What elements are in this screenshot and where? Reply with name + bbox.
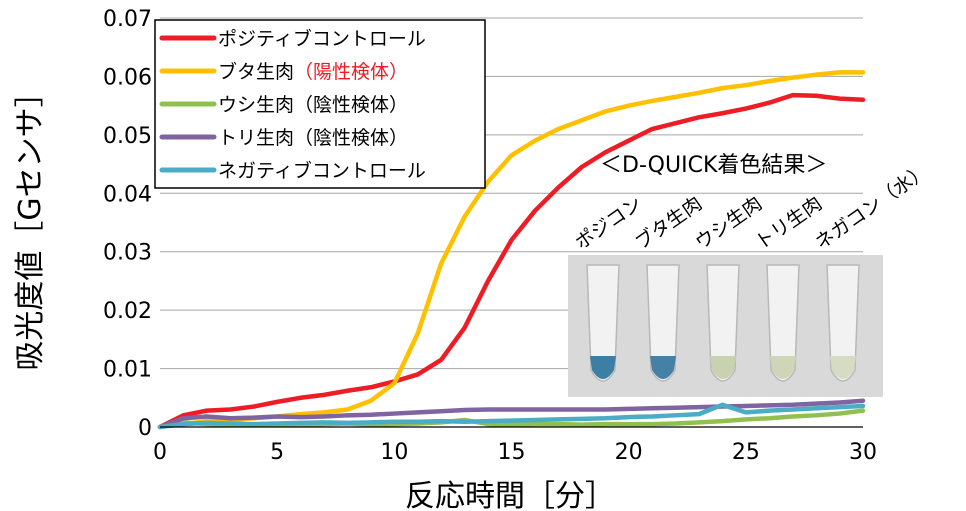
legend-label-0: ポジティブコントロール xyxy=(218,27,426,50)
tube-label-1: ブタ生肉 xyxy=(631,192,706,254)
y-tick-labels: 0 0.01 0.02 0.03 0.04 0.05 0.06 0.07 xyxy=(103,7,152,441)
series-lines xyxy=(157,70,866,430)
y-tick-label-3: 0.03 xyxy=(103,241,152,266)
y-tick-label-0: 0 xyxy=(138,416,152,441)
legend-note-1: （陽性検体） xyxy=(294,61,408,83)
tube-liquid-0 xyxy=(590,356,616,379)
y-tick-label-7: 0.07 xyxy=(103,7,152,32)
x-tick-label-4: 20 xyxy=(615,440,643,465)
tube-2 xyxy=(706,264,740,382)
x-tick-label-0: 0 xyxy=(153,440,167,465)
legend-note-3: （陰性検体） xyxy=(294,127,408,149)
x-tick-labels: 0 5 10 15 20 25 30 xyxy=(153,440,877,465)
x-tick-label-3: 15 xyxy=(498,440,526,465)
x-tick-label-5: 25 xyxy=(732,440,760,465)
tube-0 xyxy=(586,264,620,382)
x-tick-label-2: 10 xyxy=(380,440,408,465)
legend-note-2: （陰性検体） xyxy=(294,94,408,116)
tube-label-2: ウシ生肉 xyxy=(691,192,766,254)
tube-label-3: トリ生肉 xyxy=(751,192,826,254)
y-tick-label-1: 0.01 xyxy=(103,358,152,383)
y-tick-label-2: 0.02 xyxy=(103,299,152,324)
tube-3 xyxy=(766,264,800,382)
tube-liquid-2 xyxy=(710,356,736,379)
legend-label-4: ネガティブコントロール xyxy=(218,159,426,182)
y-tick-label-5: 0.05 xyxy=(103,124,152,149)
series-line-3 xyxy=(157,398,866,430)
legend-label-2: ウシ生肉（陰性検体） xyxy=(218,94,408,116)
legend-label-3: トリ生肉（陰性検体） xyxy=(218,127,408,149)
y-axis-title: 吸光度値［Gセンサ］ xyxy=(13,77,48,370)
x-tick-label-1: 5 xyxy=(270,440,284,465)
inset-title: ＜D-QUICK着色結果＞ xyxy=(600,153,827,178)
tube-1 xyxy=(646,264,680,382)
series-line-0 xyxy=(157,92,866,430)
tube-4 xyxy=(826,264,860,382)
x-axis-title: 反応時間［分］ xyxy=(405,479,615,511)
tube-label-4: ネガコン（水） xyxy=(811,160,933,254)
legend-label-1: ブタ生肉（陽性検体） xyxy=(218,60,408,83)
y-tick-label-4: 0.04 xyxy=(103,182,152,207)
tube-liquid-1 xyxy=(650,356,676,379)
series-line-4 xyxy=(157,402,866,430)
tube-label-0: ポジコン xyxy=(571,192,646,254)
tube-liquid-4 xyxy=(830,356,856,379)
y-tick-label-6: 0.06 xyxy=(103,65,152,90)
tube-liquid-3 xyxy=(770,356,796,379)
x-tick-label-6: 30 xyxy=(849,440,877,465)
